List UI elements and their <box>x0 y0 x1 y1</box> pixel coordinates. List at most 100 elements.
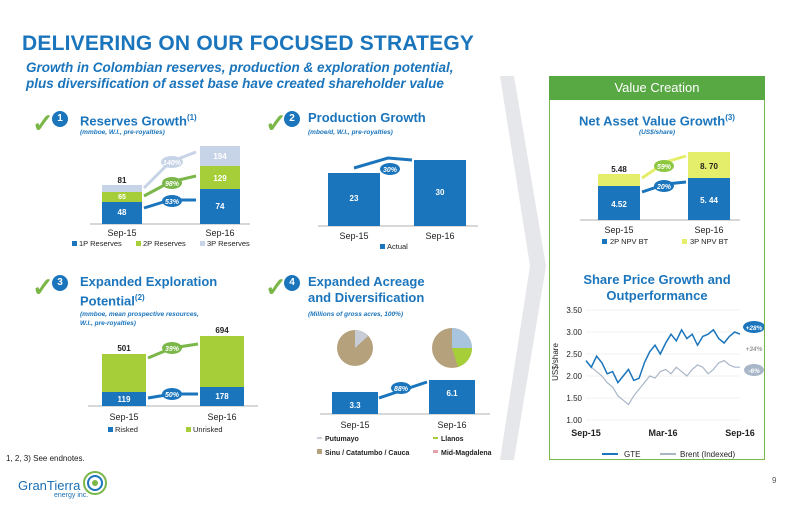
section-title-exploration: Expanded Exploration Potential(2) <box>80 274 217 309</box>
checkmark-icon: ✓ <box>32 272 54 302</box>
exploration-label-694: 694 <box>215 326 229 335</box>
page-number: 9 <box>772 476 777 485</box>
acreage-pie-sep16 <box>432 328 472 368</box>
reserves-xtick-sep16: Sep-16 <box>205 228 234 238</box>
reserves-label-74: 74 <box>216 202 225 211</box>
reserves-title-text: Reserves Growth <box>80 113 187 129</box>
legend-3pnpv: 3P NPV BT <box>690 237 729 246</box>
exploration-bar-sep16-risked <box>200 387 244 406</box>
legend-swatch-actual <box>380 244 385 249</box>
nav-bar-sep16-2p <box>688 178 730 220</box>
share-price-ytick: 2.00 <box>566 372 582 381</box>
nav-badge-3p <box>654 160 674 172</box>
legend-gte: GTE <box>624 450 640 459</box>
brent-line <box>585 359 740 406</box>
production-bar-sep15 <box>328 173 380 226</box>
nav-xtick-sep15: Sep-15 <box>604 225 633 235</box>
pie-sep15-putumayo <box>355 330 368 348</box>
share-price-pct-diff: +34% <box>746 346 763 353</box>
endnote: 1, 2, 3) See endnotes. <box>6 454 85 463</box>
share-price-title-line1: Share Price Growth and <box>583 272 731 287</box>
reserves-label-81: 81 <box>118 176 127 185</box>
reserves-pct-53: 53% <box>165 199 180 206</box>
legend-swatch-midmagdalena <box>433 450 438 453</box>
legend-llanos: Llanos <box>441 436 464 443</box>
nav-bar-sep15-2p <box>598 186 640 220</box>
page-subtitle: Growth in Colombian reserves, production… <box>26 60 454 92</box>
production-label-30: 30 <box>436 188 445 197</box>
legend-swatch-1p <box>72 241 77 246</box>
acreage-pct-88: 88% <box>394 386 409 393</box>
reserves-label-65: 65 <box>118 194 126 201</box>
exploration-label-501: 501 <box>117 344 131 353</box>
production-chart: 23 30 30% Sep-15 Sep-16 Actual <box>318 156 478 251</box>
production-xtick-sep15: Sep-15 <box>339 231 368 241</box>
nav-pct-20: 20% <box>656 184 672 191</box>
nav-pct-59: 59% <box>657 164 672 171</box>
legend-sinu: Sinu / Catatumbo / Cauca <box>325 450 410 457</box>
share-price-badge-brent <box>744 364 764 376</box>
share-price-xtick: Sep-15 <box>571 428 601 438</box>
legend-putumayo: Putumayo <box>325 436 359 443</box>
nav-label-5.44: 5. 44 <box>700 196 718 205</box>
nav-title: Net Asset Value Growth(3) <box>549 110 765 129</box>
reserves-pct-140: 140% <box>163 160 182 167</box>
share-price-ytick: 3.00 <box>566 328 582 337</box>
reserves-badge-1p <box>162 195 182 207</box>
logo-mark-icon <box>83 471 107 495</box>
nav-badge-2p <box>654 180 674 192</box>
share-price-xtick: Mar-16 <box>648 428 677 438</box>
gte-line <box>585 328 741 384</box>
legend-1p: 1P Reserves <box>79 239 122 248</box>
chevron-arrow-icon <box>500 76 546 460</box>
exploration-bar-sep16-unrisked <box>200 336 244 387</box>
exploration-chart: 501 119 694 178 39% 50% Sep-15 Sep-16 Ri… <box>88 326 258 434</box>
share-price-chart: 1.001.502.002.503.003.50 Sep-15 Mar-16 Sep… <box>552 306 764 459</box>
exploration-xtick-sep16: Sep-16 <box>207 412 236 422</box>
acreage-bar-sep16 <box>429 380 475 414</box>
exploration-bar-sep15-risked <box>102 392 146 406</box>
legend-2p: 2P Reserves <box>143 239 186 248</box>
acreage-title-line1: Expanded Acreage <box>308 274 425 289</box>
company-logo: GranTierra <box>18 478 81 493</box>
share-price-ytick: 1.00 <box>566 416 582 425</box>
checkmark-icon: ✓ <box>265 272 287 302</box>
reserves-xtick-sep15: Sep-15 <box>107 228 136 238</box>
nav-subtitle: (US$/share) <box>638 129 676 136</box>
share-price-ytick: 2.50 <box>566 350 582 359</box>
section-subtitle-acreage: (Millions of gross acres, 100%) <box>308 311 404 318</box>
reserves-bar-sep16-1p <box>200 189 240 224</box>
pie-sep16-llanos <box>452 348 472 367</box>
reserves-badge-3p <box>161 156 183 168</box>
section-subtitle-reserves: (mmboe, W.I., pre-royalties) <box>80 129 165 136</box>
acreage-badge <box>391 382 411 394</box>
legend-midmagdalena: Mid-Magdalena <box>441 450 492 457</box>
reserves-label-129: 129 <box>213 174 227 183</box>
nav-chart: 5.48 4.52 8. 70 5. 44 59% 20% Sep-15 Sep… <box>580 152 740 246</box>
page-title: DELIVERING ON OUR FOCUSED STRATEGY <box>22 32 475 55</box>
exploration-badge-unrisked <box>162 342 182 354</box>
share-price-ytick: 3.50 <box>566 306 582 315</box>
exploration-pct-39: 39% <box>165 346 180 353</box>
legend-swatch-putumayo <box>317 437 322 439</box>
legend-actual: Actual <box>387 242 408 251</box>
acreage-pie-sep15 <box>337 330 373 366</box>
acreage-xtick-sep16: Sep-16 <box>437 420 466 430</box>
nav-title-sup: (3) <box>725 113 735 122</box>
production-bar-sep16 <box>414 160 466 226</box>
nav-title-text: Net Asset Value Growth <box>579 113 726 129</box>
reserves-label-194: 194 <box>213 152 227 161</box>
share-price-yticks: 1.00 1.50 2.00 2.50 3.00 3.50 <box>566 306 582 425</box>
pie-sep16-putumayo <box>452 328 472 348</box>
nav-label-4.52: 4.52 <box>611 200 627 209</box>
share-price-ytick: 1.50 <box>566 394 582 403</box>
legend-swatch-llanos <box>433 437 438 439</box>
share-price-badge-gte <box>743 321 764 333</box>
legend-3p: 3P Reserves <box>207 239 250 248</box>
reserves-title-sup: (1) <box>186 113 197 122</box>
exploration-title-line2: Potential <box>80 293 135 309</box>
share-price-title-line2: Outperformance <box>606 288 708 303</box>
legend-risked: Risked <box>115 425 138 434</box>
legend-swatch-sinu <box>317 449 322 454</box>
production-xtick-sep16: Sep-16 <box>425 231 454 241</box>
